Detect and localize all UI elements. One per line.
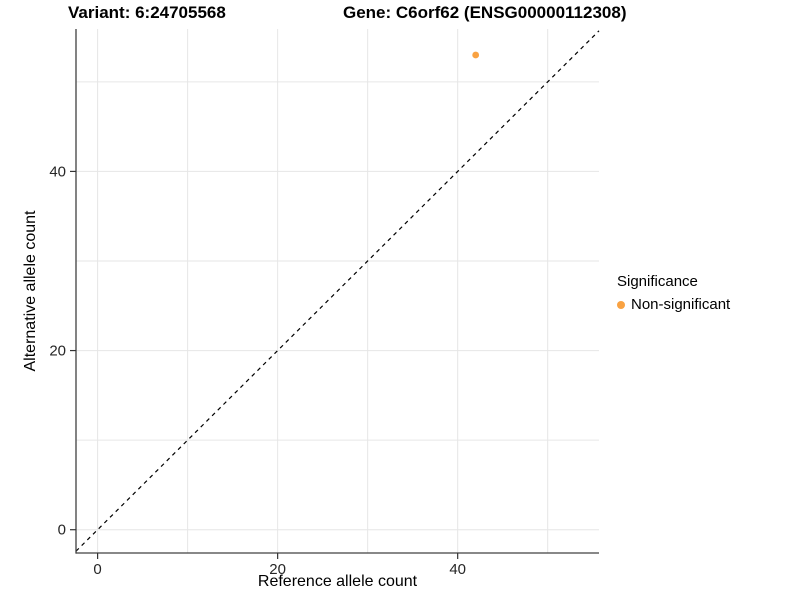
identity-dashed-line — [75, 30, 600, 552]
x-tick-label: 0 — [93, 561, 101, 578]
legend-item-label: Non-significant — [631, 296, 731, 313]
legend-item-non-significant: Non-significant — [617, 295, 730, 314]
data-point — [472, 51, 480, 59]
y-axis-title: Alternative allele count — [22, 210, 39, 372]
variant-title: Variant: 6:24705568 — [68, 3, 226, 22]
x-tick-label: 40 — [449, 561, 466, 578]
non-significant-point-icon — [617, 300, 625, 309]
y-tick-label: 0 — [58, 522, 66, 539]
y-tick-label: 40 — [49, 163, 66, 180]
legend-title: Significance — [617, 273, 698, 290]
y-tick-label: 20 — [49, 343, 66, 360]
x-tick-label: 20 — [269, 561, 286, 578]
legend: Significance Non-significant — [617, 272, 730, 314]
x-axis-title: Reference allele count — [257, 573, 418, 590]
gene-title: Gene: C6orf62 (ENSG00000112308) — [343, 3, 627, 22]
